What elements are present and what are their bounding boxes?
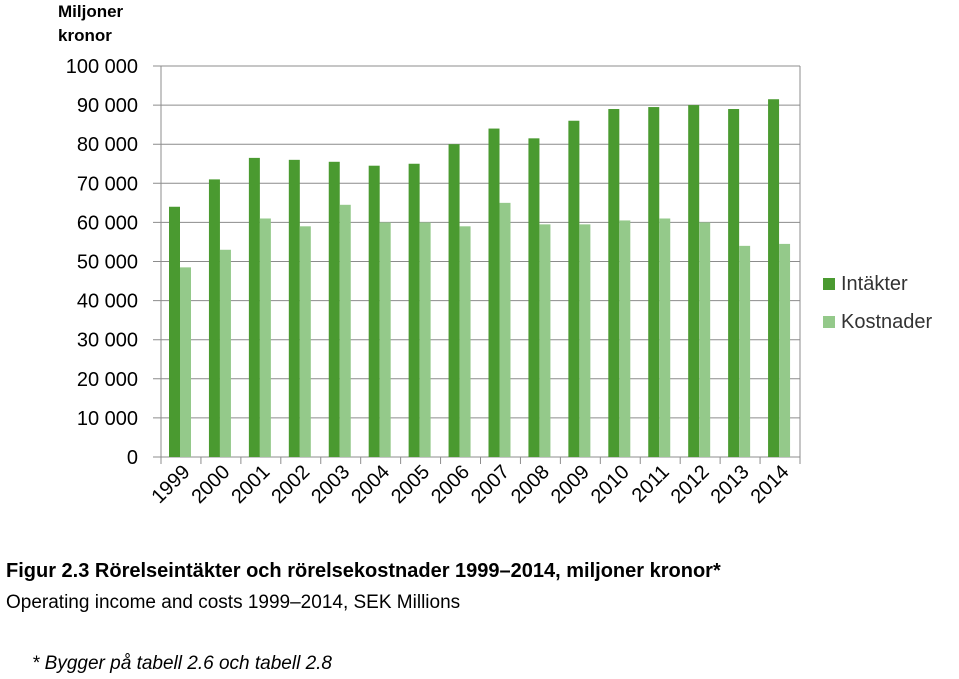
bar-kostnader-2007: [499, 202, 511, 457]
x-tick-label: 2013: [707, 461, 754, 508]
x-tick-label: 2014: [747, 461, 794, 508]
bar-chart: 0 10 000 20 000 30 000 40 000 50 000 60 000 70 …: [66, 56, 801, 508]
y-tick-label: 40 000: [77, 291, 138, 313]
bar-kostnader-1999: [180, 267, 191, 457]
bar-intakter-2004: [368, 165, 380, 457]
legend-swatch-intakter: [823, 278, 835, 290]
bar-intakter-2000: [208, 179, 220, 457]
bar-intakter-2011: [648, 107, 660, 458]
y-tick-label: 90 000: [77, 95, 138, 117]
x-tick-label: 2006: [427, 461, 474, 508]
x-tick-label: 2010: [587, 461, 634, 508]
bar-intakter-2008: [528, 138, 540, 457]
bar-intakter-2014: [768, 99, 780, 458]
x-tick-label: 1999: [147, 461, 194, 508]
bar-intakter-2006: [448, 144, 460, 457]
bar-intakter-1999: [169, 206, 180, 457]
figure-caption-title: Figur 2.3 Rörelseintäkter och rörelsekos…: [6, 560, 721, 582]
bar-kostnader-2012: [699, 222, 711, 457]
x-tick-label: 2000: [187, 461, 234, 508]
x-tick-label: 2007: [467, 461, 514, 508]
legend-item-kostnader: Kostnader: [823, 303, 932, 341]
bar-kostnader-2014: [779, 243, 791, 457]
legend-label-intakter: Intäkter: [841, 272, 908, 295]
bar-kostnader-2013: [739, 245, 751, 457]
y-tick-label: 80 000: [77, 134, 138, 156]
bar-intakter-2005: [408, 163, 420, 457]
legend-label-kostnader: Kostnader: [841, 310, 933, 333]
bar-kostnader-2009: [579, 224, 591, 457]
bar-kostnader-2006: [459, 226, 471, 457]
legend: Intäkter Kostnader: [823, 265, 932, 341]
y-tick-label: 20 000: [77, 369, 138, 391]
x-tick-label: 2001: [227, 461, 274, 508]
y-axis-ticks: 0 10 000 20 000 30 000 40 000 50 000 60 000 70 …: [66, 56, 138, 469]
x-tick-label: 2002: [267, 461, 314, 508]
x-axis-ticks: 1999200020012002200320042005200620072008…: [147, 457, 801, 508]
bar-kostnader-2000: [219, 249, 231, 457]
bar-intakter-2003: [328, 161, 340, 458]
bar-intakter-2010: [608, 109, 620, 457]
bar-kostnader-2011: [659, 218, 671, 457]
x-tick-label: 2012: [667, 461, 714, 508]
x-tick-label: 2009: [547, 461, 594, 508]
y-tick-label: 100 000: [66, 56, 138, 78]
x-tick-label: 2008: [507, 461, 554, 508]
bar-intakter-2013: [728, 109, 740, 457]
bar-kostnader-2004: [379, 222, 391, 457]
bar-kostnader-2001: [259, 218, 271, 457]
figure-footnote: * Bygger på tabell 2.6 och tabell 2.8: [32, 653, 332, 674]
y-tick-label: 70 000: [77, 173, 138, 195]
y-tick-label: 0: [127, 447, 138, 469]
y-tick-label: 10 000: [77, 408, 138, 430]
bars: [169, 99, 791, 458]
bar-kostnader-2005: [419, 222, 431, 457]
figure-caption-subtitle: Operating income and costs 1999–2014, SE…: [6, 592, 461, 613]
bar-intakter-2007: [488, 128, 500, 457]
x-tick-label: 2005: [387, 461, 434, 508]
x-tick-label: 2004: [347, 461, 394, 508]
legend-item-intakter: Intäkter: [823, 265, 932, 303]
bar-intakter-2009: [568, 120, 580, 458]
y-axis-unit-label: Miljoner kronor: [58, 2, 124, 45]
bar-intakter-2012: [688, 105, 700, 457]
legend-swatch-kostnader: [823, 316, 835, 328]
bar-kostnader-2003: [339, 204, 351, 457]
y-tick-label: 50 000: [77, 252, 138, 274]
bar-kostnader-2008: [539, 224, 551, 457]
y-tick-label: 30 000: [77, 330, 138, 352]
bar-intakter-2001: [248, 157, 260, 457]
y-tick-label: 60 000: [77, 212, 138, 234]
x-tick-label: 2003: [307, 461, 354, 508]
bar-kostnader-2002: [299, 226, 311, 457]
x-tick-label: 2011: [628, 461, 674, 507]
bar-intakter-2002: [288, 159, 300, 457]
bar-kostnader-2010: [619, 220, 631, 457]
